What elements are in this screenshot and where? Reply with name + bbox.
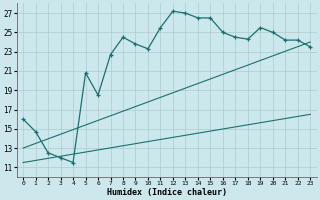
X-axis label: Humidex (Indice chaleur): Humidex (Indice chaleur) [107,188,227,197]
